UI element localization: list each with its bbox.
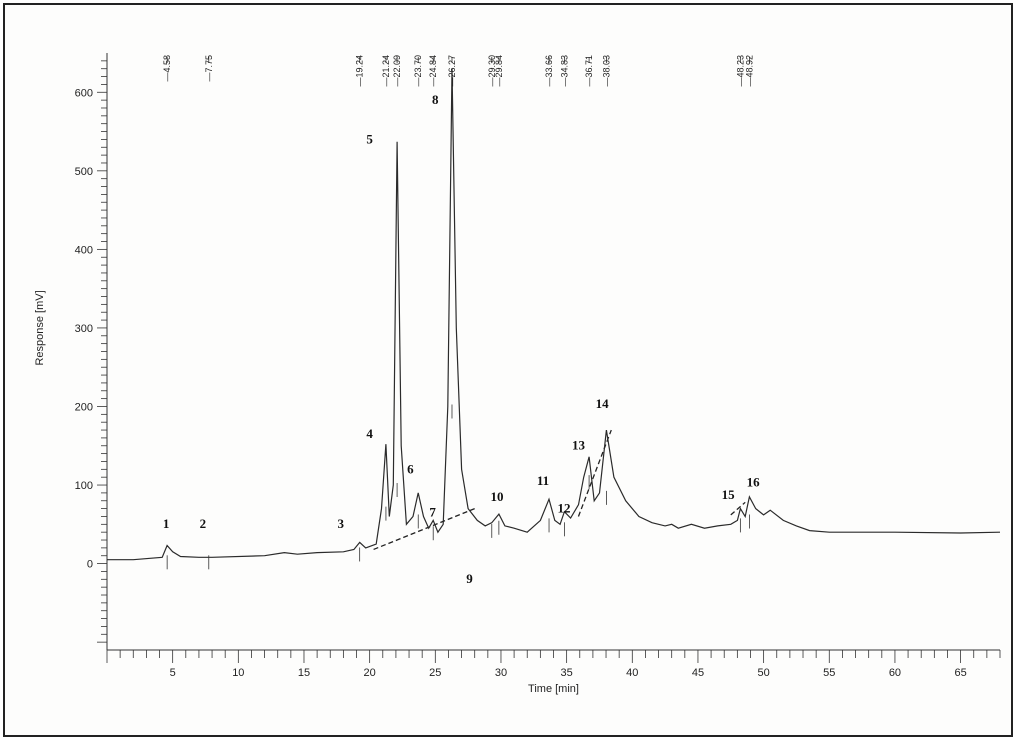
peak-label: 2: [200, 516, 207, 531]
peak-label: 14: [596, 396, 610, 411]
peak-label: 11: [537, 473, 549, 488]
y-axis-title: Response [mV]: [34, 290, 46, 365]
y-tick-label: 200: [75, 401, 93, 413]
baseline-dashed-line: [730, 501, 746, 516]
retention-time-label: —22.09: [392, 55, 402, 87]
chart-frame: 0 100 200 300 400 500 600 5 10 15 20 25 30 35 40 45 50 55…: [3, 3, 1013, 737]
retention-time-label: —36.71: [584, 55, 594, 87]
peak-label: 6: [407, 461, 414, 476]
x-tick-label: 25: [429, 667, 441, 679]
baseline-dashed-line: [373, 508, 475, 551]
peak-label: 13: [572, 438, 586, 453]
peak-label: 1: [163, 516, 170, 531]
x-tick-label: 65: [954, 667, 966, 679]
retention-time-label: —29.84: [494, 55, 504, 87]
retention-time-label: —21.24: [381, 55, 391, 87]
x-tick-label: 30: [495, 667, 507, 679]
retention-time-label: —4.58: [162, 55, 172, 82]
x-axis-title: Time [min]: [528, 683, 579, 695]
y-tick-label: 600: [75, 87, 93, 99]
x-tick-label: 60: [889, 667, 901, 679]
x-tick-label: 45: [692, 667, 704, 679]
chromatogram-trace: [107, 68, 1001, 561]
retention-time-label: —34.83: [559, 55, 569, 87]
retention-time-label: —38.03: [601, 55, 611, 87]
retention-time-markers: —4.58 —7.75 —19.24 —21.24 —22.09 —23.70 —24.84…: [162, 55, 754, 570]
peak-label: 16: [747, 475, 761, 490]
retention-time-label: —24.84: [428, 55, 438, 87]
retention-time-label: —48.23: [735, 55, 745, 87]
y-tick-label: 0: [87, 559, 93, 571]
x-tick-label: 20: [364, 667, 376, 679]
retention-time-label: —26.27: [447, 55, 457, 87]
peak-label: 5: [366, 131, 373, 146]
x-tick-label: 5: [170, 667, 176, 679]
y-tick-label: 100: [75, 480, 93, 492]
peak-label: 7: [429, 504, 436, 519]
x-tick-label: 40: [626, 667, 638, 679]
peak-label: 12: [558, 501, 571, 516]
peak-label: 8: [432, 92, 439, 107]
retention-time-label: —19.24: [355, 55, 365, 87]
retention-time-label: —23.70: [413, 55, 423, 87]
x-tick-label: 50: [757, 667, 769, 679]
y-tick-label: 300: [75, 323, 93, 335]
baseline-segments: [373, 429, 746, 551]
y-tick-label: 400: [75, 244, 93, 256]
x-tick-label: 15: [298, 667, 310, 679]
x-tick-label: 55: [823, 667, 835, 679]
peak-label: 9: [466, 571, 473, 586]
retention-time-label: —29.30: [487, 55, 497, 87]
x-tick-label: 10: [232, 667, 244, 679]
peak-label: 3: [338, 516, 345, 531]
peak-label: 4: [366, 426, 373, 441]
retention-time-label: —7.75: [204, 55, 214, 82]
x-tick-label: 35: [561, 667, 573, 679]
retention-time-label: —33.66: [544, 55, 554, 87]
y-tick-label: 500: [75, 166, 93, 178]
retention-time-label: —48.92: [744, 55, 754, 87]
peak-label: 15: [722, 487, 736, 502]
peak-label: 10: [491, 489, 504, 504]
